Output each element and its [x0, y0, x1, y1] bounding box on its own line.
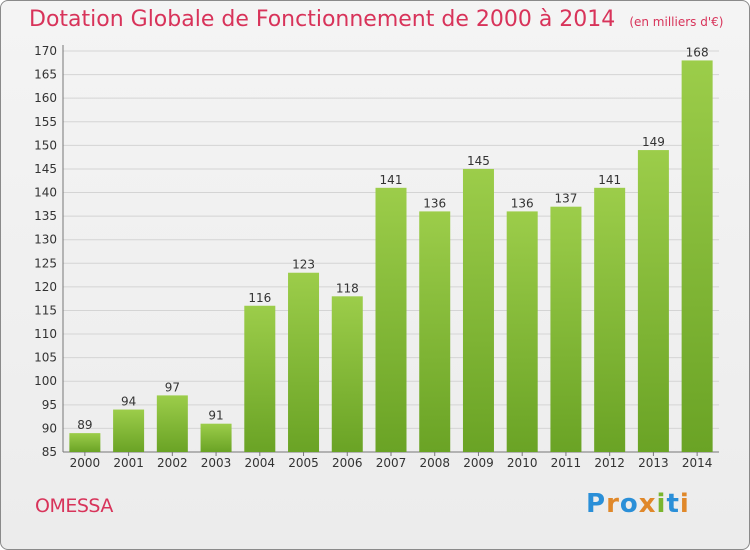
proxiti-logo[interactable]: Proxiti	[586, 489, 690, 519]
data-label: 145	[467, 154, 490, 168]
y-tick-label: 105	[34, 351, 57, 365]
logo-letter: x	[638, 489, 657, 519]
data-label: 141	[380, 173, 403, 187]
bar	[506, 211, 538, 452]
bar	[419, 211, 451, 452]
y-tick-label: 140	[34, 186, 57, 200]
data-label: 94	[121, 395, 136, 409]
logo-letter: i	[679, 489, 690, 519]
x-tick-label: 2006	[332, 456, 363, 470]
y-tick-label: 125	[34, 256, 57, 270]
logo-letter: i	[656, 489, 667, 519]
data-labels: 89 94 97 91 116 123 118 141 136 145 136 137 141 149 16…	[77, 45, 708, 432]
data-label: 89	[77, 418, 92, 432]
data-label: 149	[642, 135, 665, 149]
x-tick-label: 2012	[594, 456, 625, 470]
title-row: Dotation Globale de Fonctionnement de 20…	[29, 7, 723, 32]
data-label: 123	[292, 258, 315, 272]
logo-letter: P	[586, 489, 607, 519]
data-label: 91	[208, 409, 223, 423]
x-tick-label: 2010	[507, 456, 538, 470]
bar	[156, 395, 188, 452]
data-label: 116	[248, 291, 271, 305]
logo-letter: t	[666, 489, 680, 519]
x-tick-label: 2000	[70, 456, 101, 470]
y-tick-label: 170	[34, 44, 57, 58]
data-label: 141	[598, 173, 621, 187]
chart-subtitle: (en milliers d'€)	[629, 15, 724, 29]
x-tick-label: 2014	[682, 456, 713, 470]
x-tick-label: 2013	[638, 456, 669, 470]
y-tick-label: 160	[34, 91, 57, 105]
bar	[113, 409, 145, 452]
bar	[594, 187, 626, 452]
x-tick-label: 2004	[245, 456, 276, 470]
data-label: 136	[423, 196, 446, 210]
x-tick-label: 2001	[113, 456, 144, 470]
y-tick-label: 130	[34, 233, 57, 247]
bar	[550, 206, 582, 452]
bar	[637, 150, 669, 452]
x-tick-label: 2003	[201, 456, 232, 470]
y-tick-label: 85	[42, 445, 57, 459]
bar	[69, 433, 101, 452]
y-tick-label: 150	[34, 138, 57, 152]
data-label: 137	[554, 192, 577, 206]
bar	[244, 305, 276, 452]
x-tick-label: 2009	[463, 456, 494, 470]
chart-title: Dotation Globale de Fonctionnement de 20…	[29, 7, 616, 32]
bar	[200, 423, 232, 452]
bar	[681, 60, 713, 452]
y-tick-label: 100	[34, 374, 57, 388]
x-tick-label: 2008	[419, 456, 450, 470]
x-tick-labels: 2000 2001 2002 2003 2004 2005 2006 2007 2008 2009…	[70, 452, 713, 470]
x-tick-label: 2011	[551, 456, 582, 470]
y-tick-label: 155	[34, 115, 57, 129]
logo-letter: o	[619, 489, 639, 519]
x-tick-label: 2005	[288, 456, 319, 470]
data-label: 118	[336, 281, 359, 295]
x-tick-label: 2002	[157, 456, 188, 470]
bar	[331, 296, 363, 452]
y-tick-label: 90	[42, 421, 57, 435]
bars	[69, 60, 713, 453]
x-tick-label: 2007	[376, 456, 407, 470]
bar	[288, 272, 320, 452]
y-tick-label: 95	[42, 398, 57, 412]
bar	[375, 187, 407, 452]
commune-name: OMESSA	[35, 495, 113, 517]
y-tick-label: 110	[34, 327, 57, 341]
bar	[462, 168, 494, 453]
y-tick-labels: 85 90 95 100 105 110 115 120 125 130 135 140 145 150 1…	[34, 44, 57, 459]
logo-letter: r	[606, 489, 620, 519]
y-tick-label: 115	[34, 303, 57, 317]
data-label: 97	[165, 380, 180, 394]
y-tick-label: 135	[34, 209, 57, 223]
y-tick-label: 120	[34, 280, 57, 294]
y-tick-label: 145	[34, 162, 57, 176]
data-label: 168	[686, 45, 709, 59]
y-tick-label: 165	[34, 68, 57, 82]
data-label: 136	[511, 196, 534, 210]
